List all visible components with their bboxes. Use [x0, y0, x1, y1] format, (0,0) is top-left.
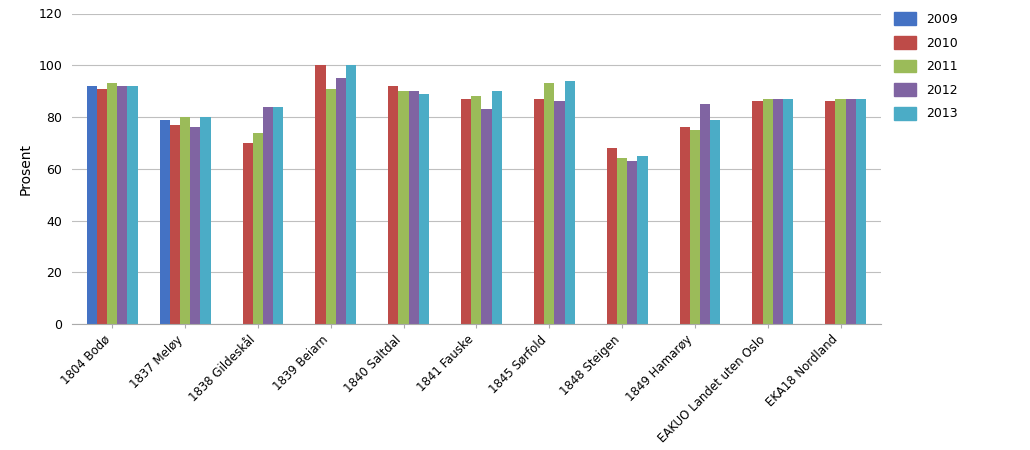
Bar — [617, 158, 627, 324]
Y-axis label: Prosent: Prosent — [19, 143, 33, 195]
Bar — [680, 127, 690, 324]
Bar — [242, 143, 252, 324]
Bar — [835, 99, 846, 324]
Bar — [607, 148, 617, 324]
Bar — [690, 130, 700, 324]
Bar — [783, 99, 793, 324]
Bar — [534, 99, 544, 324]
Legend: 2009, 2010, 2011, 2012, 2013: 2009, 2010, 2011, 2012, 2013 — [889, 7, 963, 126]
Bar — [170, 125, 180, 324]
Bar — [481, 109, 491, 324]
Bar — [87, 86, 97, 324]
Bar — [419, 94, 430, 324]
Bar — [336, 78, 346, 324]
Bar — [107, 83, 117, 324]
Bar — [472, 96, 481, 324]
Bar — [856, 99, 866, 324]
Bar — [263, 107, 273, 324]
Bar — [97, 89, 107, 324]
Bar — [700, 104, 711, 324]
Bar — [325, 89, 336, 324]
Bar — [273, 107, 283, 324]
Bar — [399, 91, 409, 324]
Bar — [200, 117, 210, 324]
Bar — [554, 101, 564, 324]
Bar — [753, 101, 762, 324]
Bar — [160, 120, 170, 324]
Bar — [711, 120, 720, 324]
Bar — [772, 99, 783, 324]
Bar — [564, 81, 575, 324]
Bar — [346, 65, 356, 324]
Bar — [388, 86, 399, 324]
Bar — [252, 132, 263, 324]
Bar — [117, 86, 128, 324]
Bar — [846, 99, 856, 324]
Bar — [825, 101, 835, 324]
Bar — [409, 91, 419, 324]
Bar — [762, 99, 772, 324]
Bar — [191, 127, 200, 324]
Bar — [180, 117, 191, 324]
Bar — [461, 99, 472, 324]
Bar — [627, 161, 638, 324]
Bar — [128, 86, 138, 324]
Bar — [544, 83, 554, 324]
Bar — [638, 156, 648, 324]
Bar — [491, 91, 502, 324]
Bar — [315, 65, 325, 324]
